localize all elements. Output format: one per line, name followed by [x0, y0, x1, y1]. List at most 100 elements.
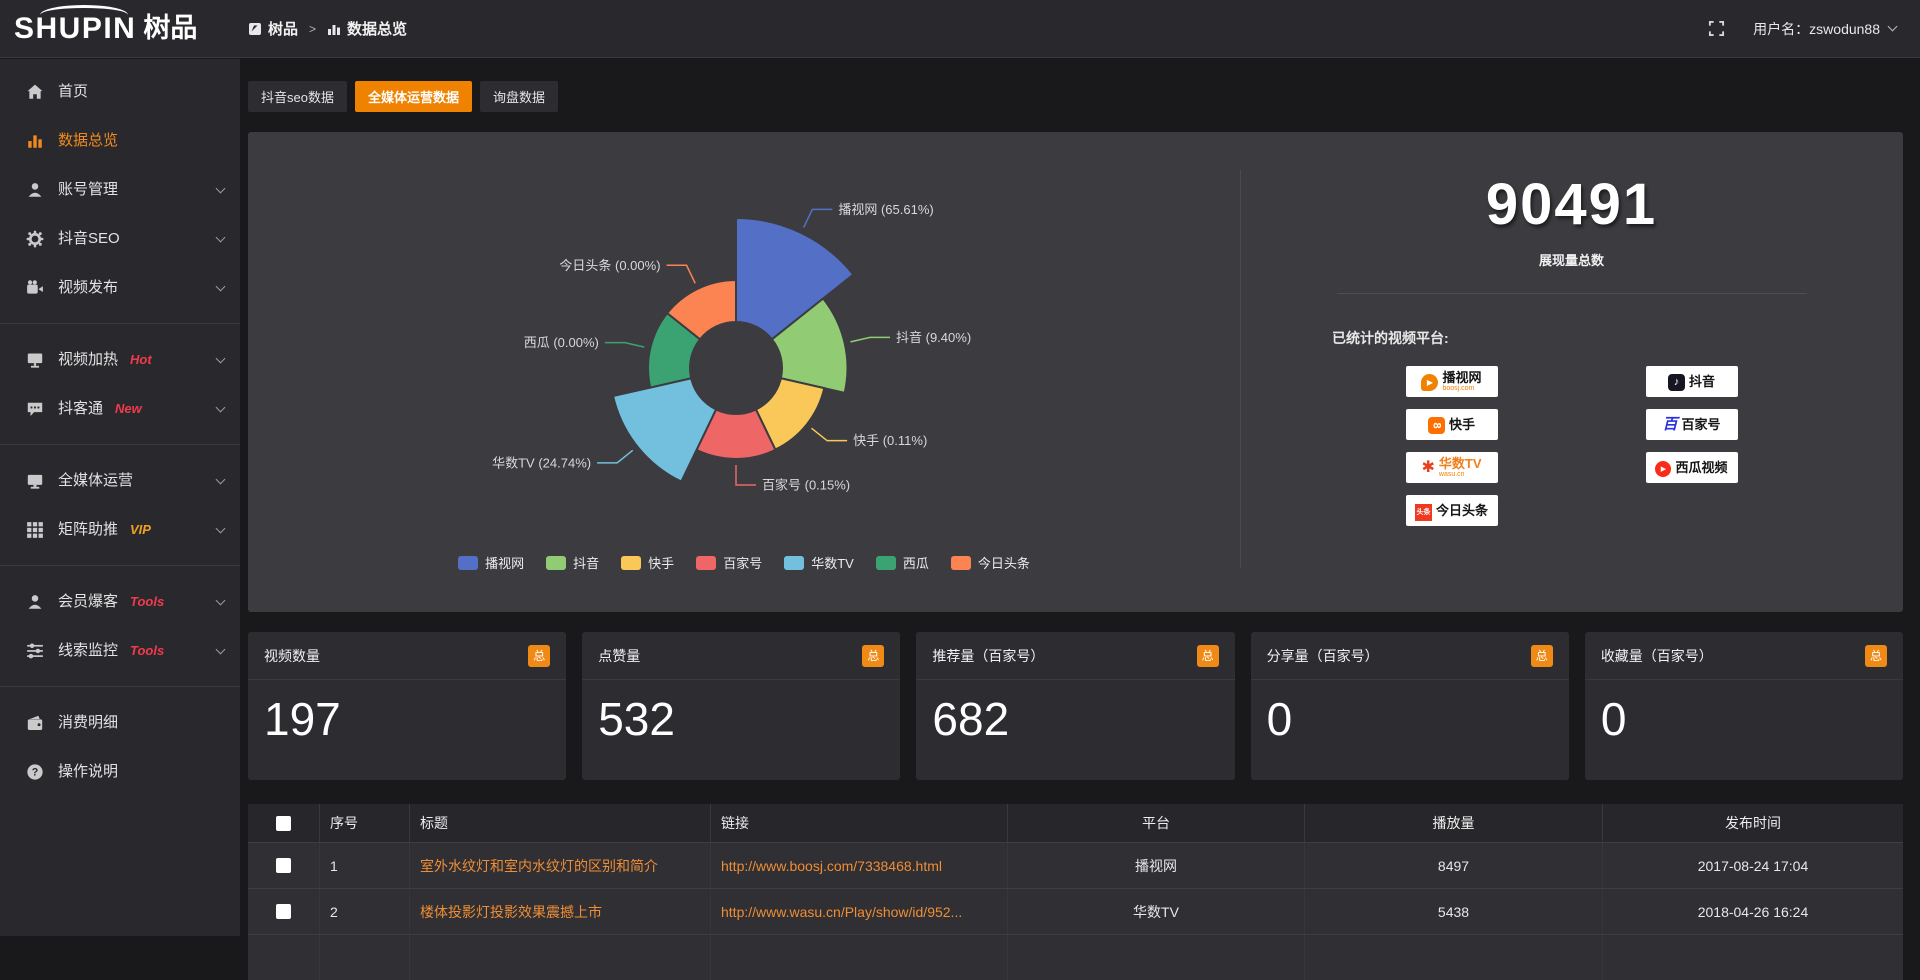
douyin-note-icon: ♪: [1668, 372, 1685, 391]
total-impressions-label: 展现量总数: [1539, 250, 1604, 269]
platforms-label: 已统计的视频平台:: [1332, 328, 1449, 348]
chevron-down-icon: [216, 523, 226, 533]
legend-item-抖音[interactable]: 抖音: [546, 553, 599, 572]
tab-0[interactable]: 抖音seo数据: [248, 81, 347, 112]
chevron-down-icon: [216, 644, 226, 654]
label-line-播视网: [804, 209, 833, 227]
cell-stub: [1603, 935, 1903, 980]
row-checkbox[interactable]: [276, 904, 291, 919]
slice-label-华数TV: 华数TV (24.74%): [492, 455, 591, 470]
legend-swatch: [696, 556, 716, 570]
platform-name: 抖音: [1689, 375, 1715, 388]
cell-checkbox[interactable]: [248, 889, 320, 934]
user-menu[interactable]: 用户名：zswodun88: [1753, 19, 1896, 39]
chevron-down-icon: [216, 183, 226, 193]
sidebar-item-11[interactable]: 消费明细: [0, 698, 240, 747]
rose-chart[interactable]: 播视网 (65.61%)抖音 (9.40%)快手 (0.11%)百家号 (0.1…: [248, 132, 1240, 612]
sliders-icon: [26, 642, 44, 660]
grid-icon: [26, 521, 44, 539]
tab-2[interactable]: 询盘数据: [480, 81, 558, 112]
row-checkbox[interactable]: [276, 858, 291, 873]
monitor-icon: [26, 472, 44, 490]
sidebar-item-0[interactable]: 首页: [0, 67, 240, 116]
sidebar-item-1[interactable]: 数据总览: [0, 116, 240, 165]
chevron-down-icon: [216, 353, 226, 363]
breadcrumb-current[interactable]: 数据总览: [327, 18, 407, 39]
cell-title[interactable]: 室外水纹灯和室内水纹灯的区别和简介: [410, 843, 711, 888]
legend-item-播视网[interactable]: 播视网: [458, 553, 524, 572]
platform-subtext: boosj.com: [1442, 385, 1474, 392]
table-row-stub[interactable]: [248, 934, 1903, 980]
fullscreen-icon[interactable]: [1708, 20, 1725, 37]
legend-swatch: [458, 556, 478, 570]
cell-stub: [248, 935, 320, 980]
cell-checkbox[interactable]: [248, 843, 320, 888]
slice-label-西瓜: 西瓜 (0.00%): [524, 335, 599, 350]
sidebar-item-label: 会员爆客: [58, 594, 118, 609]
select-all-checkbox[interactable]: [276, 816, 291, 831]
platform-badge-text: 今日头条: [1436, 504, 1488, 517]
sidebar-item-7[interactable]: 全媒体运营: [0, 456, 240, 505]
legend-item-快手[interactable]: 快手: [621, 553, 674, 572]
label-line-今日头条: [667, 265, 696, 283]
sidebar-divider: [0, 323, 240, 324]
tab-1[interactable]: 全媒体运营数据: [355, 81, 472, 112]
app-square-icon: [248, 22, 262, 36]
cell-title[interactable]: 楼体投影灯投影效果震撼上市: [410, 889, 711, 934]
legend-item-华数TV[interactable]: 华数TV: [784, 553, 854, 572]
sidebar-item-2[interactable]: 账号管理: [0, 165, 240, 214]
sidebar-item-label: 抖客通: [58, 401, 103, 416]
sidebar-item-12[interactable]: ?操作说明: [0, 747, 240, 796]
legend-label: 百家号: [723, 553, 762, 572]
stat-card-title: 点赞量: [598, 646, 640, 666]
chevron-down-icon: [216, 232, 226, 242]
user-icon: [26, 181, 44, 199]
total-badge: 总: [1197, 645, 1219, 667]
table-header-title: 标题: [410, 804, 711, 842]
member-icon: [26, 593, 44, 611]
legend-label: 播视网: [485, 553, 524, 572]
kuaishou-icon: 8: [1428, 415, 1445, 434]
cell-link[interactable]: http://www.boosj.com/7338468.html: [711, 843, 1008, 888]
sidebar-item-3[interactable]: 抖音SEO: [0, 214, 240, 263]
svg-text:?: ?: [32, 766, 39, 778]
stat-card-title: 推荐量（百家号）: [932, 646, 1044, 666]
legend-label: 快手: [648, 553, 674, 572]
home-icon: [26, 83, 44, 101]
screen-icon: [26, 351, 44, 369]
wallet-icon: [26, 714, 44, 732]
table-header-plays: 播放量: [1305, 804, 1603, 842]
breadcrumb-root[interactable]: 树品: [248, 18, 298, 39]
legend-label: 抖音: [573, 553, 599, 572]
stat-card-value: 0: [1585, 680, 1903, 742]
cell-link[interactable]: http://www.wasu.cn/Play/show/id/952...: [711, 889, 1008, 934]
sidebar-item-label: 矩阵助推: [58, 522, 118, 537]
label-line-抖音: [851, 337, 890, 341]
cell-plays: 8497: [1305, 843, 1603, 888]
rose-slice-华数TV[interactable]: [613, 378, 716, 481]
stat-card-title: 视频数量: [264, 646, 320, 666]
legend-item-今日头条[interactable]: 今日头条: [951, 553, 1030, 572]
sidebar-divider: [0, 444, 240, 445]
legend-item-百家号[interactable]: 百家号: [696, 553, 762, 572]
app-logo: SHUPIN 树品: [0, 14, 240, 44]
legend-item-西瓜[interactable]: 西瓜: [876, 553, 929, 572]
platform-badge-text: 百家号: [1682, 418, 1721, 431]
sidebar-item-label: 首页: [58, 84, 88, 99]
chevron-down-icon: [216, 402, 226, 412]
video-camera-icon: [26, 279, 44, 297]
logo-text-cn: 树品: [143, 15, 197, 42]
sidebar-item-4[interactable]: 视频发布: [0, 263, 240, 312]
slice-label-百家号: 百家号 (0.15%): [762, 477, 850, 492]
